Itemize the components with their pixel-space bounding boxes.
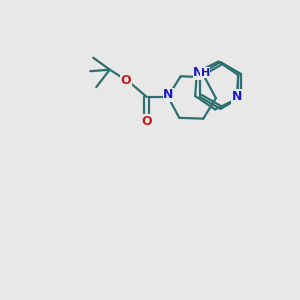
- Text: N: N: [232, 90, 242, 103]
- Text: O: O: [120, 74, 131, 87]
- Text: H: H: [201, 68, 210, 78]
- Text: N: N: [193, 66, 204, 79]
- Text: O: O: [141, 115, 152, 128]
- Text: N: N: [164, 88, 174, 101]
